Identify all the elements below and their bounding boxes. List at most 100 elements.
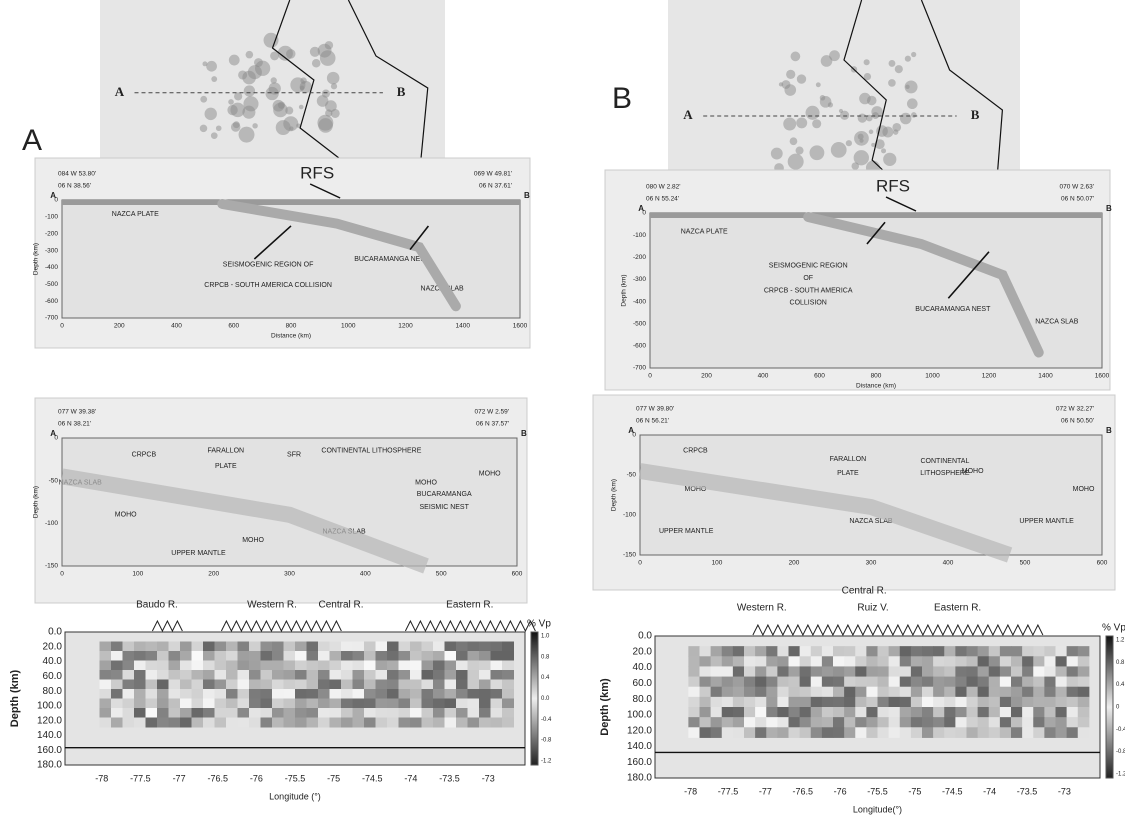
seismicity [270,51,279,60]
y-tick-label: -100 [623,512,636,519]
tomo-cell [307,708,319,718]
tomo-cell [833,707,845,718]
tomo-cell [777,727,789,738]
tomo-cell [123,651,135,661]
volcano-triangles [152,621,182,631]
tomo-cell [1000,707,1012,718]
tomo-cell [100,670,112,680]
colorbar-tick: 0.4 [1116,682,1125,688]
seismicity [864,59,870,65]
seismicity [783,118,796,131]
y-axis-label: Depth (km) [33,486,40,518]
tomo-cell [387,670,399,680]
tomo-cell [800,666,812,677]
tomo-cell [833,677,845,688]
tomo-cell [146,699,158,709]
tomo-cell [733,717,745,728]
seismicity [252,123,257,128]
tomo-cell [479,699,491,709]
tomo-cell [479,708,491,718]
tomo-cell [123,670,135,680]
tomo-cell [967,677,979,688]
seismicity [790,137,798,145]
feature-label: MOHO [415,480,437,487]
tomo-cell [169,708,181,718]
tomo-cell [722,677,734,688]
tomo-cell [1000,697,1012,708]
tomo-cell [1044,727,1056,738]
y-tick-label: 20.0 [633,646,653,657]
tomo-cell [855,677,867,688]
tomo-cell [215,718,227,728]
seismicity [895,65,903,73]
tomo-cell [215,651,227,661]
tomo-cell [1044,687,1056,698]
x-tick-label: 200 [208,571,219,578]
tomo-cell [284,670,296,680]
coord: 072 W 2.59' [475,409,509,416]
tomo-cell [272,699,284,709]
colorbar-label: % Vp [527,619,551,630]
tomo-cell [1067,727,1079,738]
tomo-cell [399,670,411,680]
tomo-cell [1011,727,1023,738]
x-tick-label: 300 [866,560,877,567]
y-tick-label: -200 [45,230,58,237]
tomo-cell [169,670,181,680]
tomo-cell [933,646,945,657]
seismicity [200,125,207,132]
y-tick-label: -500 [45,281,58,288]
feature-label: MOHO [962,468,984,475]
tomo-cell [249,651,261,661]
seismicity [312,59,320,67]
tomo-cell [789,677,801,688]
tomo-cell [445,670,457,680]
panel-letter: B [612,82,632,115]
tomo-cell [922,677,934,688]
tomo-cell [422,708,434,718]
seismicity [283,116,298,131]
tomo-cell [722,697,734,708]
x-tick-label: -73 [482,773,495,783]
tomo-cell [433,670,445,680]
tomo-cell [777,717,789,728]
y-tick-label: -200 [633,254,646,261]
y-tick-label: 0.0 [48,627,62,638]
seismicity [234,92,242,100]
y-tick-label: -50 [627,472,637,479]
tomo-cell [967,646,979,657]
seismicity [230,103,245,118]
tomo-cell [955,697,967,708]
y-tick-label: 120.0 [627,725,652,736]
y-tick-label: -400 [633,298,646,305]
tomo-cell [722,666,734,677]
tomo-cell [789,687,801,698]
y-tick-label: 0 [54,435,58,442]
tomo-cell [955,707,967,718]
tomo-cell [284,680,296,690]
tomo-cell [445,661,457,671]
range-label: Central R. [318,600,363,611]
tomo-cell [123,718,135,728]
tomo-cell [1033,646,1045,657]
tomo-cell [330,699,342,709]
tomo-cell [456,708,468,718]
tomo-cell [169,718,181,728]
tomo-cell [387,708,399,718]
tomo-cell [889,717,901,728]
y-tick-label: -600 [45,298,58,305]
tomo-cell [134,651,146,661]
tomo-cell [249,680,261,690]
y-tick-label: 180.0 [37,760,62,771]
tomo-cell [203,661,215,671]
tomo-cell [445,651,457,661]
tomo-cell [192,642,204,652]
volcano-triangles [221,621,341,631]
tomo-cell [376,718,388,728]
tomo-cell [1044,677,1056,688]
tomo-cell [866,707,878,718]
tomo-cell [777,687,789,698]
tomo-cell [833,727,845,738]
tomo-cell [1022,646,1034,657]
tomo-cell [1078,717,1090,728]
